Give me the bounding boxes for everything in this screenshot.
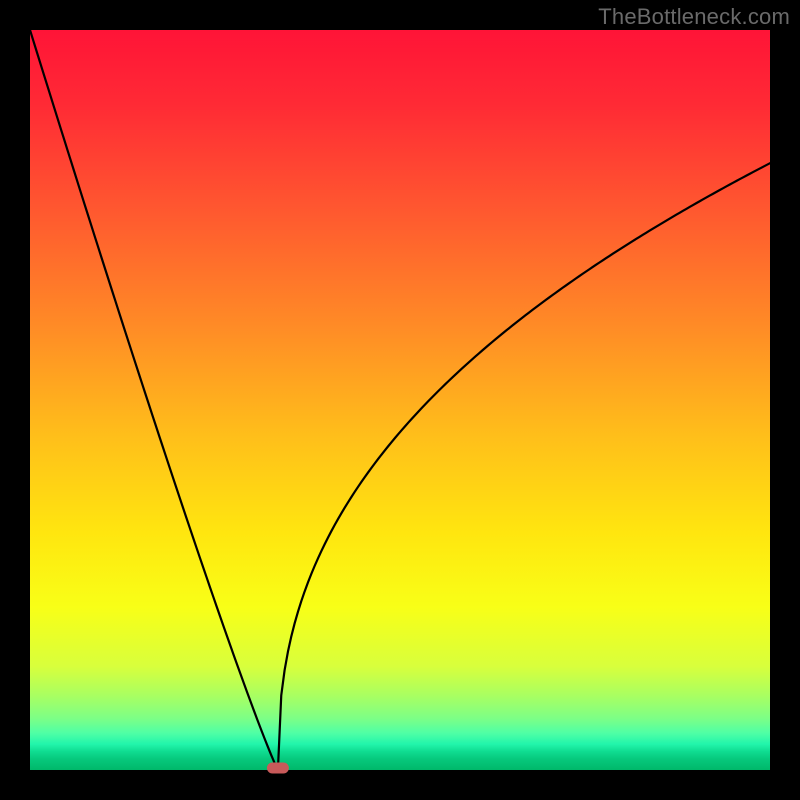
- vertex-marker: [267, 763, 289, 774]
- plot-background: [30, 30, 770, 770]
- chart-container: TheBottleneck.com: [0, 0, 800, 800]
- watermark-text: TheBottleneck.com: [598, 4, 790, 30]
- chart-svg: [0, 0, 800, 800]
